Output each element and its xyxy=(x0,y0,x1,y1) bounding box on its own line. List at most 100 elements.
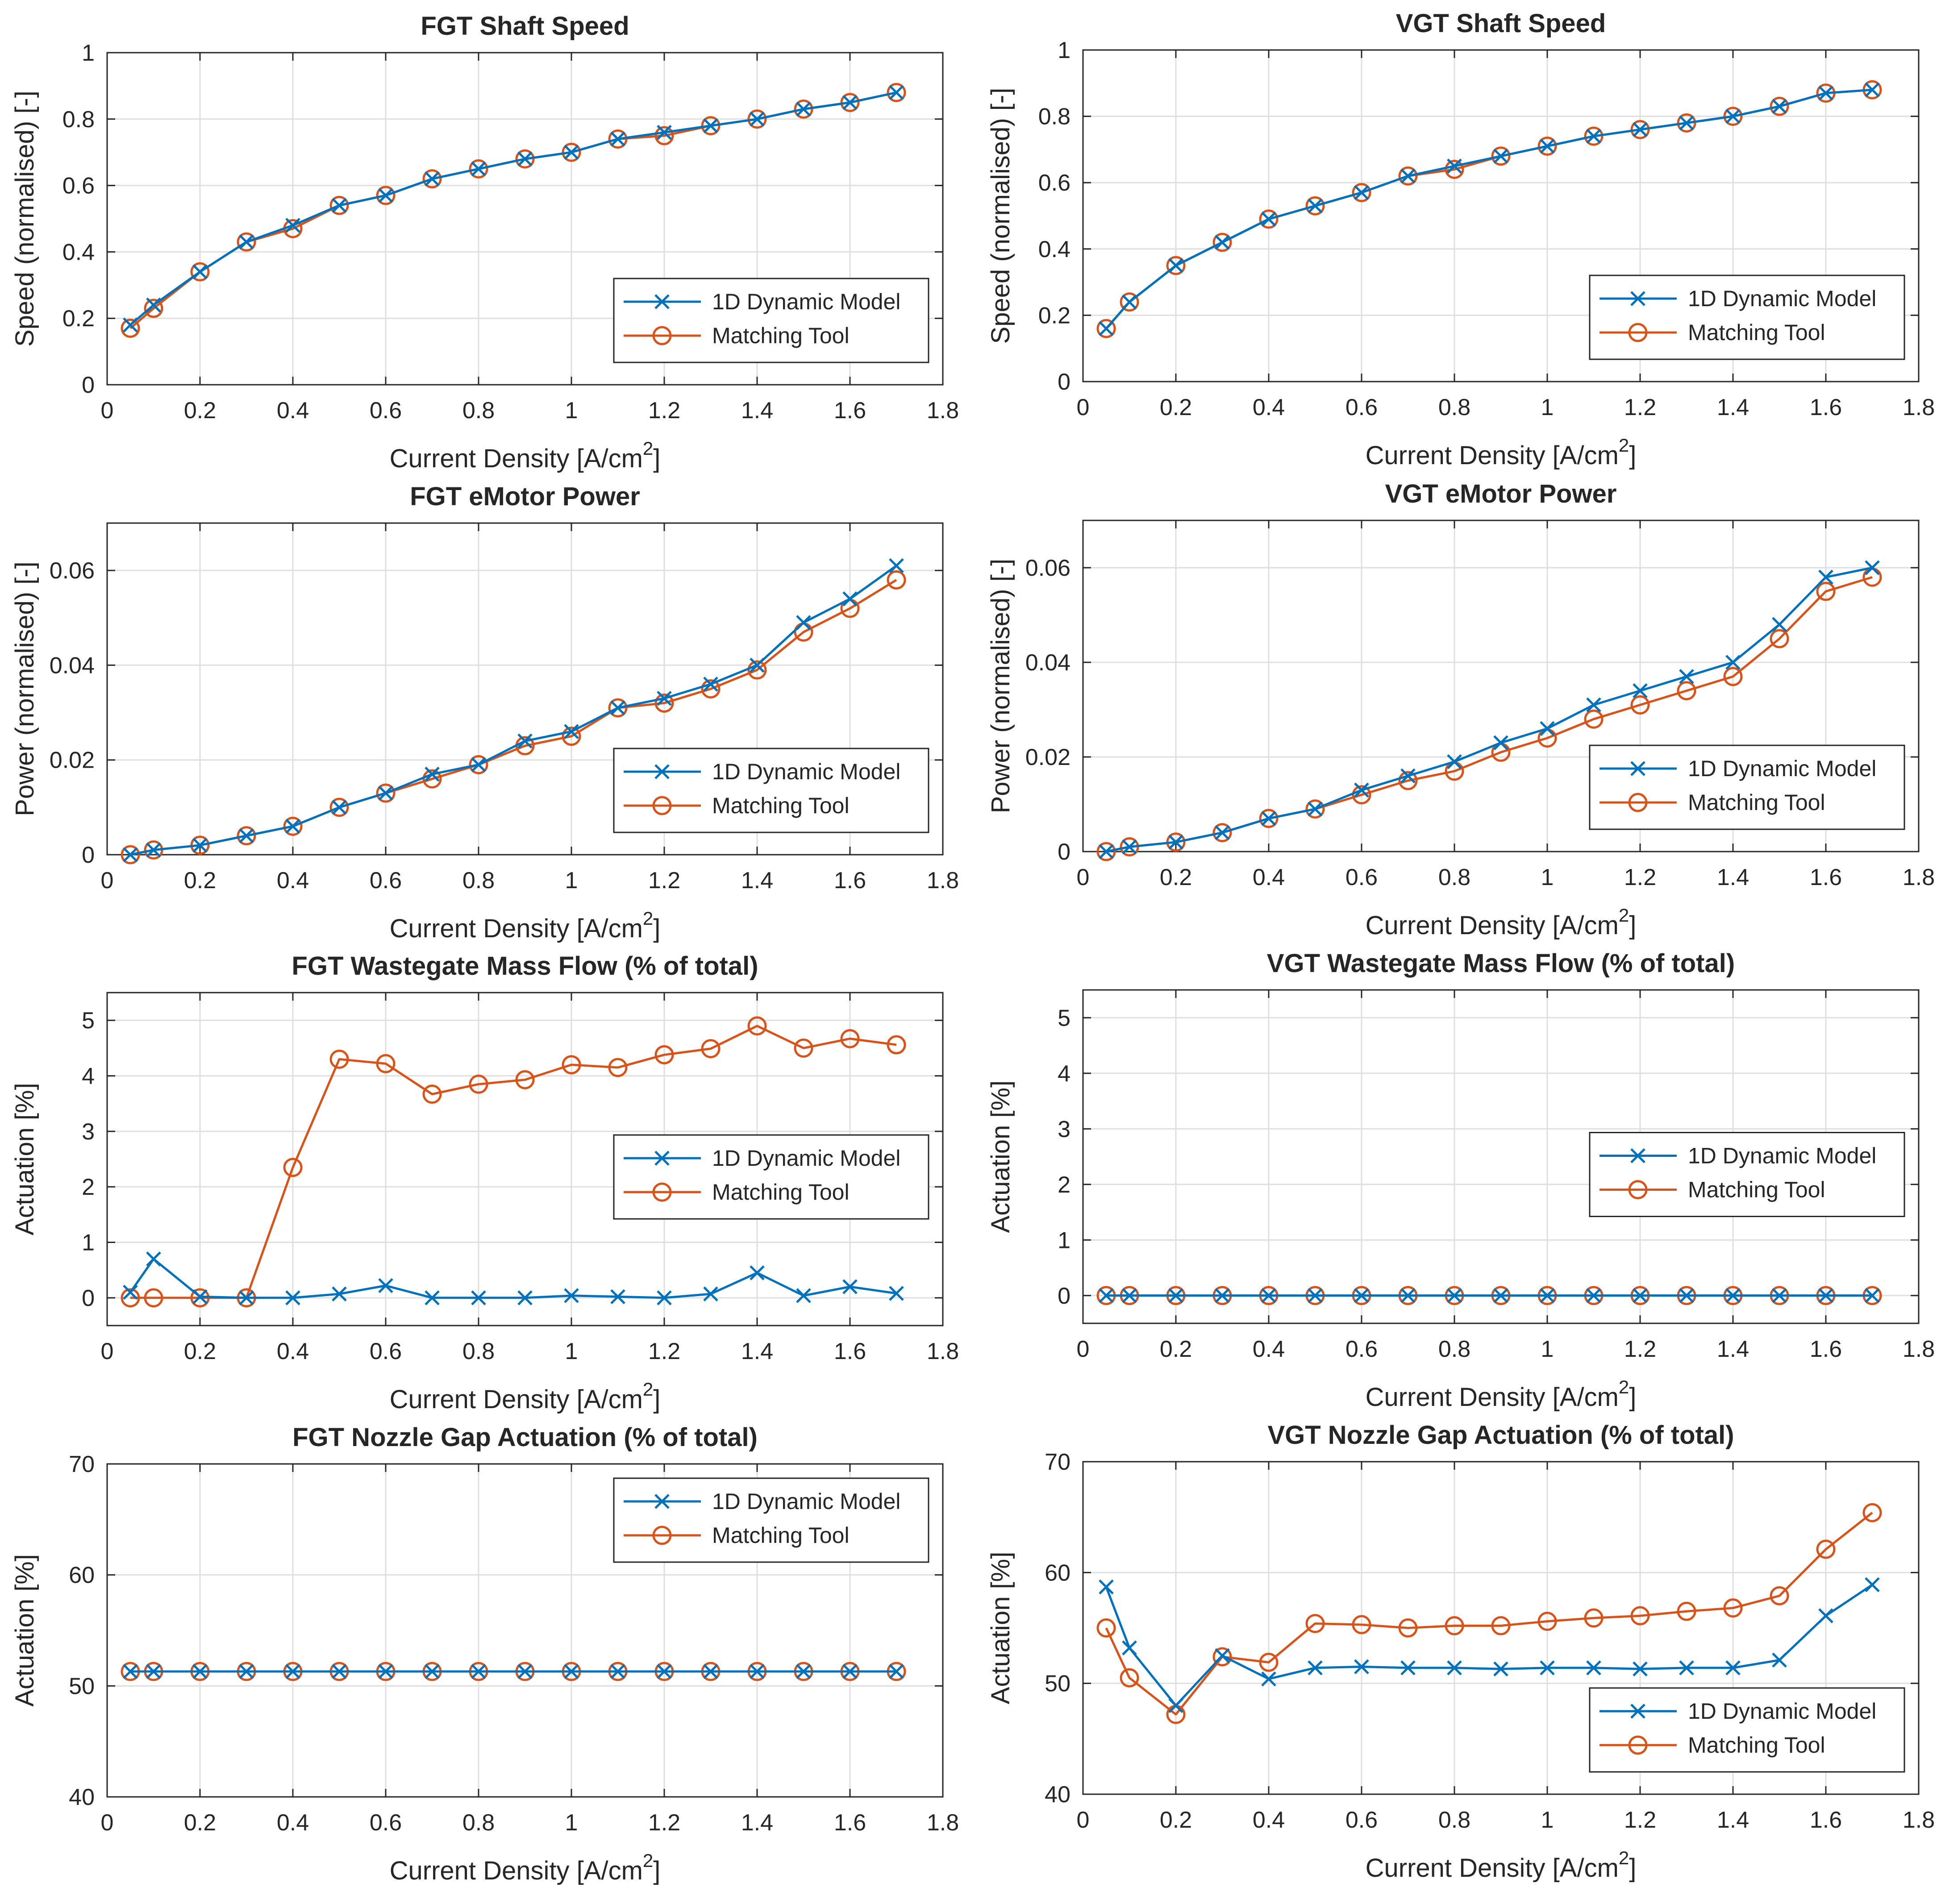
x-tick-label: 0.8 xyxy=(462,868,495,894)
data-point-model xyxy=(1354,1288,1369,1303)
legend-marker-model xyxy=(1630,1704,1645,1719)
data-point-model xyxy=(796,615,811,630)
data-point-tool xyxy=(1630,120,1650,139)
data-point-model xyxy=(123,317,138,333)
y-tick-label: 0 xyxy=(82,1285,95,1311)
y-tick-label: 70 xyxy=(69,1451,95,1477)
data-point-tool xyxy=(794,99,813,119)
axes-frame xyxy=(106,992,944,1326)
y-tick-label: 0.8 xyxy=(1038,104,1070,130)
x-tick-label: 1.6 xyxy=(1810,395,1842,420)
data-point-model xyxy=(1099,321,1114,336)
series-model xyxy=(1099,82,1880,336)
data-point-model xyxy=(1679,669,1694,684)
legend-label-model: 1D Dynamic Model xyxy=(1688,1143,1876,1168)
x-tick-label: 0.6 xyxy=(370,398,402,424)
y-tick-label: 0.6 xyxy=(62,173,95,199)
data-point-tool xyxy=(283,1158,303,1177)
data-point-model xyxy=(889,1664,904,1679)
x-tick-label: 1.2 xyxy=(1624,1807,1656,1833)
data-point-model xyxy=(192,1664,208,1679)
data-point-tool xyxy=(422,169,442,189)
data-point-model xyxy=(1168,1288,1183,1303)
data-point-model xyxy=(1818,1288,1833,1303)
data-point-tool xyxy=(1770,1586,1789,1605)
x-tick-label: 0.8 xyxy=(1438,1336,1470,1362)
data-point-tool xyxy=(654,126,674,146)
y-axis-label: Actuation [%] xyxy=(986,1552,1015,1704)
data-point-model xyxy=(564,1664,579,1679)
data-point-model xyxy=(123,847,138,862)
data-point-model xyxy=(1633,1661,1648,1677)
y-tick-label: 60 xyxy=(69,1563,95,1588)
y-axis-label: Power (normalised) [-] xyxy=(10,561,39,816)
data-point-tool xyxy=(376,186,396,205)
data-point-model xyxy=(378,786,393,801)
legend-marker-tool xyxy=(1628,323,1648,342)
data-point-model xyxy=(517,733,533,749)
y-tick-label: 1 xyxy=(1058,1227,1070,1253)
data-point-model xyxy=(1772,1652,1787,1668)
data-point-tool xyxy=(121,845,140,865)
data-point-tool xyxy=(1584,709,1604,729)
data-point-model xyxy=(285,819,300,834)
y-tick-label: 0.06 xyxy=(1025,555,1070,581)
x-tick-label: 0.8 xyxy=(1438,395,1470,420)
axes-frame xyxy=(1082,520,1920,852)
data-point-model xyxy=(332,1664,347,1679)
data-point-model xyxy=(1400,168,1416,184)
x-axis-label: Current Density [A/cm2] xyxy=(1366,435,1637,470)
x-tick-label: 0.6 xyxy=(1345,1807,1378,1833)
data-point-model xyxy=(146,297,161,313)
data-point-model xyxy=(1447,1288,1462,1303)
x-tick-label: 1.6 xyxy=(834,398,866,424)
data-point-model xyxy=(1586,697,1601,713)
data-point-model xyxy=(703,118,718,133)
x-tick-label: 0.8 xyxy=(462,1810,495,1836)
y-axis-label: Actuation [%] xyxy=(10,1083,39,1235)
y-tick-label: 0.2 xyxy=(62,306,95,332)
data-point-model xyxy=(1772,617,1787,632)
data-point-tool xyxy=(1305,799,1325,819)
series-model xyxy=(1099,1577,1880,1713)
legend-label-tool: Matching Tool xyxy=(1688,790,1825,815)
legend-box xyxy=(613,1134,929,1220)
data-point-model xyxy=(378,1278,393,1293)
data-point-tool xyxy=(144,1288,163,1308)
legend-marker-tool xyxy=(1628,1180,1648,1199)
data-point-tool xyxy=(1677,113,1696,133)
data-point-model xyxy=(610,1289,625,1305)
data-point-model xyxy=(657,1290,672,1305)
chart-title: VGT Wastegate Mass Flow (% of total) xyxy=(1267,949,1735,978)
y-tick-label: 0.8 xyxy=(62,107,95,133)
x-tick-label: 1.4 xyxy=(1717,865,1749,890)
x-tick-label: 1.6 xyxy=(1810,1807,1842,1833)
data-point-model xyxy=(1493,735,1508,750)
data-point-tool xyxy=(1120,292,1139,312)
data-point-tool xyxy=(469,159,488,179)
data-point-model xyxy=(1493,1661,1508,1677)
x-tick-label: 1.4 xyxy=(741,398,773,424)
data-point-model xyxy=(1586,1660,1601,1675)
data-point-model xyxy=(1725,1288,1741,1303)
data-point-model xyxy=(192,838,208,853)
chart-panel-vgt-shaft-speed: 0 0.2 0.4 0.6 0.8 1 1.2 1.4 1.6 1.8 0 0.2 0.4 0.6 0.8 1… xyxy=(986,9,1935,470)
x-tick-label: 0.6 xyxy=(370,1339,402,1364)
legend-label-model: 1D Dynamic Model xyxy=(1688,286,1876,311)
data-point-tool xyxy=(1352,1615,1371,1634)
data-point-tool xyxy=(237,232,256,252)
data-point-model xyxy=(1679,1288,1694,1303)
y-axis-label: Speed (normalised) [-] xyxy=(986,88,1015,344)
data-point-tool xyxy=(1677,681,1696,701)
data-point-model xyxy=(1772,99,1787,114)
data-point-model xyxy=(1354,185,1369,200)
legend: 1D Dynamic Model Matching Tool xyxy=(613,1477,929,1563)
series-model xyxy=(123,558,904,862)
data-point-model xyxy=(1308,1660,1323,1675)
data-point-tool xyxy=(1584,126,1604,146)
y-tick-label: 1 xyxy=(1058,37,1070,63)
series-model xyxy=(123,1251,904,1305)
data-point-tool xyxy=(1445,1616,1464,1636)
legend-label-tool: Matching Tool xyxy=(712,793,850,818)
x-tick-label: 1.2 xyxy=(1624,1336,1656,1362)
